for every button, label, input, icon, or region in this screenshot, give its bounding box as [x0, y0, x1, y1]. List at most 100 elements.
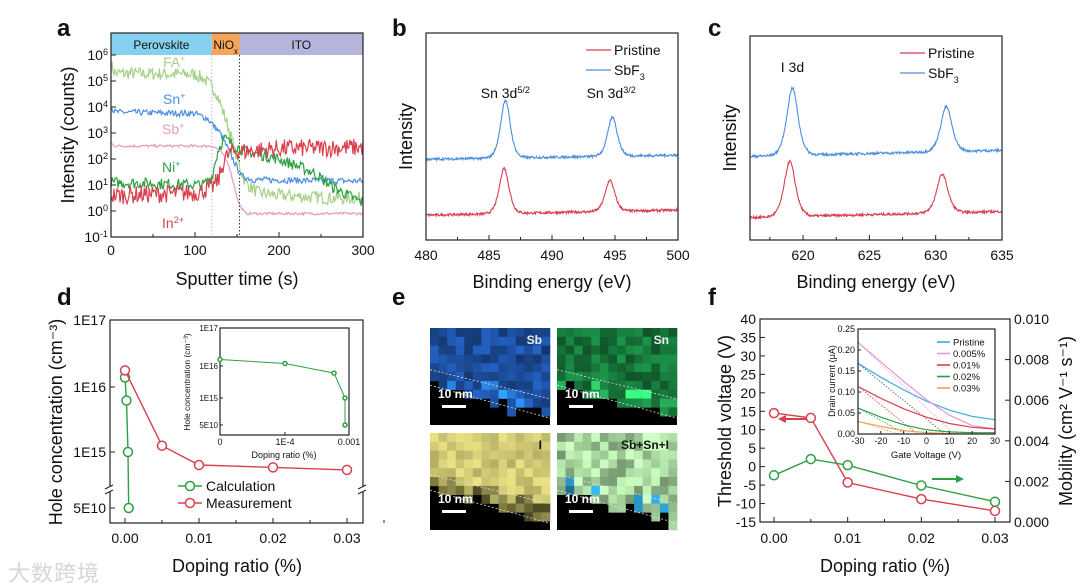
map-pixel: [634, 354, 644, 364]
spectrum-sbf3: [426, 99, 678, 163]
map-pixel: [565, 354, 575, 364]
map-pixel: [472, 354, 482, 364]
map-pixel: [651, 354, 661, 364]
map-pixel: [651, 512, 661, 522]
map-pixel: [625, 468, 635, 478]
map-pixel: [617, 494, 626, 504]
map-pixel: [634, 477, 644, 487]
map-pixel: [490, 345, 499, 355]
x-tick-label: 620: [791, 247, 815, 263]
map-pixel: [617, 450, 626, 460]
inset-legend-label: 0.01%: [953, 361, 980, 372]
map-pixel: [634, 450, 644, 460]
map-pixel: [438, 468, 448, 478]
map-pixel: [541, 363, 551, 373]
y-axis-label: Hole concentration (cm⁻³): [46, 319, 66, 526]
map-pixel: [464, 468, 474, 478]
map-pixel: [430, 372, 439, 382]
map-pixel: [625, 433, 635, 443]
inset-legend-label: 0.005%: [953, 349, 986, 360]
axis-break-gap: [359, 486, 367, 492]
left-y-tick-label: 30: [740, 348, 756, 364]
map-pixel: [634, 363, 644, 373]
scale-bar: [569, 510, 593, 513]
map-pixel: [455, 450, 465, 460]
map-pixel: [651, 450, 661, 460]
map-pixel: [447, 372, 457, 382]
map-pixel: [642, 433, 652, 443]
map-pixel: [532, 477, 542, 487]
map-pixel: [524, 380, 534, 391]
map-pixel: [532, 389, 542, 399]
map-pixel: [481, 328, 491, 338]
map-pixel: [668, 345, 678, 355]
legend-label-measurement: Measurement: [206, 495, 292, 511]
x-tick-label: 0: [107, 242, 115, 258]
map-pixel: [430, 336, 439, 346]
map-pixel: [565, 433, 575, 443]
map-pixel: [541, 380, 551, 391]
map-pixel: [472, 441, 482, 451]
x-tick-label: 100: [183, 242, 207, 258]
map-pixel: [651, 380, 661, 391]
map-pixel: [591, 477, 601, 487]
map-pixel: [642, 503, 652, 513]
map-pixel: [532, 354, 542, 364]
map-pixel: [498, 494, 508, 504]
interface-dashed-line: [429, 474, 551, 505]
map-pixel: [507, 328, 517, 338]
x-tick-label: 0.02: [259, 530, 286, 546]
map-pixel: [498, 485, 508, 496]
map-pixel: [668, 485, 678, 496]
map-pixel: [599, 389, 609, 399]
map-pixel: [455, 477, 465, 487]
scale-bar-label: 10 nm: [565, 387, 600, 401]
map-pixel: [599, 372, 609, 382]
map-pixel: [464, 459, 474, 469]
scale-bar: [569, 405, 593, 408]
map-pixel: [524, 468, 534, 478]
map-pixel: [557, 477, 566, 487]
map-pixel: [642, 468, 652, 478]
map-pixel: [574, 380, 584, 391]
map-pixel: [642, 477, 652, 487]
map-pixel: [532, 494, 542, 504]
map-pixel: [498, 345, 508, 355]
map-pixel: [608, 354, 618, 364]
map-pixel: [574, 363, 584, 373]
map-pixel: [524, 459, 534, 469]
map-pixel: [574, 433, 584, 443]
series-label-sn: Sn+: [163, 91, 185, 107]
axis-break-mark: [357, 484, 367, 490]
x-tick-label: 0.00: [760, 530, 787, 546]
map-pixel: [582, 336, 592, 346]
map-pixel: [625, 328, 635, 338]
element-map-sb-sn-i: 10 nm Sb+Sn+I: [556, 433, 678, 531]
map-pixel: [582, 345, 592, 355]
map-pixel: [532, 372, 542, 382]
map-pixel: [591, 328, 601, 338]
inset-x-tick-label: 0: [924, 436, 929, 446]
interface-dashed-line: [556, 384, 678, 419]
map-pixel: [651, 328, 661, 338]
map-pixel: [651, 459, 661, 469]
map-pixel: [524, 345, 534, 355]
map-pixel: [447, 345, 457, 355]
map-pixel: [515, 477, 525, 487]
map-pixel: [515, 450, 525, 460]
x-tick-label: 0.01: [185, 530, 212, 546]
map-pixel: [574, 354, 584, 364]
map-pixel: [617, 380, 626, 391]
data-point: [805, 453, 817, 465]
map-pixel: [472, 372, 482, 382]
map-pixel: [608, 336, 618, 346]
map-pixel: [625, 345, 635, 355]
map-pixel: [498, 459, 508, 469]
map-pixel: [524, 354, 534, 364]
map-pixel: [532, 380, 542, 391]
map-pixel: [659, 485, 669, 496]
x-tick-label: 0.02: [908, 530, 935, 546]
inset-y-tick-label: 0.20: [837, 345, 855, 355]
inset-y-tick-label: 0.05: [837, 408, 855, 418]
map-pixel: [515, 363, 525, 373]
